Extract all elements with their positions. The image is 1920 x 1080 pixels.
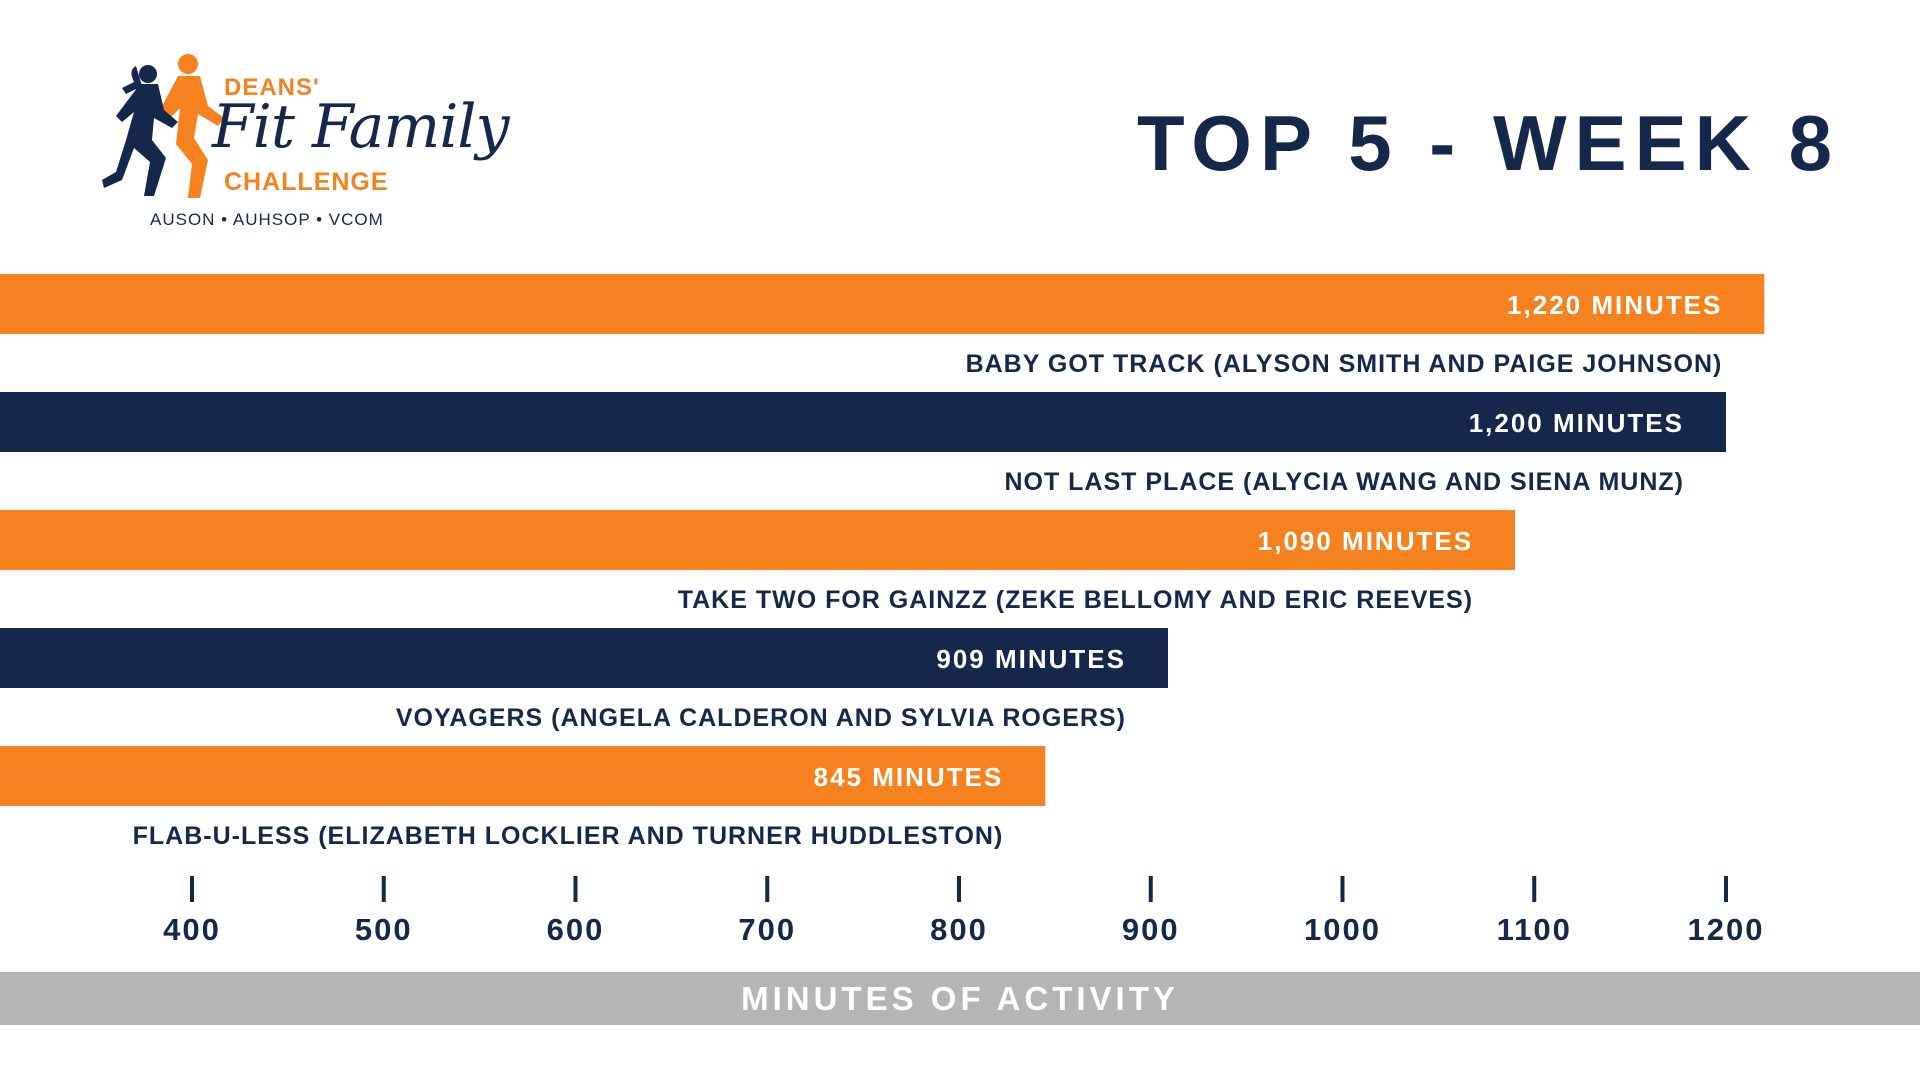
x-tick-label-500: 500: [355, 912, 413, 947]
x-tick-label-1200: 1200: [1688, 912, 1765, 947]
bar-5: [0, 746, 1046, 806]
logo-line-challenge: CHALLENGE: [224, 168, 389, 196]
x-tick-label-900: 900: [1122, 912, 1180, 947]
x-tick-label-800: 800: [930, 912, 988, 947]
bar-1: [0, 274, 1765, 334]
page-title: TOP 5 - WEEK 8: [1137, 99, 1840, 187]
logo-line-deans: DEANS': [224, 74, 320, 101]
axis-title-band: [0, 972, 1920, 1025]
bar-3: [0, 510, 1516, 570]
bar-category-label-1: BABY GOT TRACK (ALYSON SMITH AND PAIGE J…: [966, 350, 1723, 378]
x-tick-label-1000: 1000: [1304, 912, 1381, 947]
challenge-logo: DEANS' Fit Family CHALLENGE AUSON • AUHS…: [92, 48, 510, 238]
bar-category-label-3: TAKE TWO FOR GAINZZ (ZEKE BELLOMY AND ER…: [678, 586, 1473, 614]
bar-value-label-4: 909 MINUTES: [936, 644, 1126, 674]
runners-icon: [102, 54, 224, 198]
bar-category-label-2: NOT LAST PLACE (ALYCIA WANG AND SIENA MU…: [1004, 468, 1684, 496]
bar-category-label-4: VOYAGERS (ANGELA CALDERON AND SYLVIA ROG…: [396, 704, 1126, 732]
x-tick-label-1100: 1100: [1497, 912, 1572, 947]
x-axis-title: MINUTES OF ACTIVITY: [741, 980, 1179, 1017]
bar-4: [0, 628, 1169, 688]
bar-category-label-5: FLAB-U-LESS (ELIZABETH LOCKLIER AND TURN…: [133, 822, 1004, 850]
x-tick-label-600: 600: [547, 912, 605, 947]
bar-value-label-1: 1,220 MINUTES: [1507, 290, 1722, 320]
bar-value-label-2: 1,200 MINUTES: [1469, 408, 1684, 438]
bar-value-label-5: 845 MINUTES: [814, 762, 1004, 792]
bar-2: [0, 392, 1726, 452]
x-tick-label-700: 700: [738, 912, 796, 947]
logo-line-fit-family: Fit Family: [212, 92, 510, 162]
logo-schools: AUSON • AUHSOP • VCOM: [150, 210, 384, 229]
x-tick-label-400: 400: [163, 912, 221, 947]
bar-value-label-3: 1,090 MINUTES: [1258, 526, 1473, 556]
